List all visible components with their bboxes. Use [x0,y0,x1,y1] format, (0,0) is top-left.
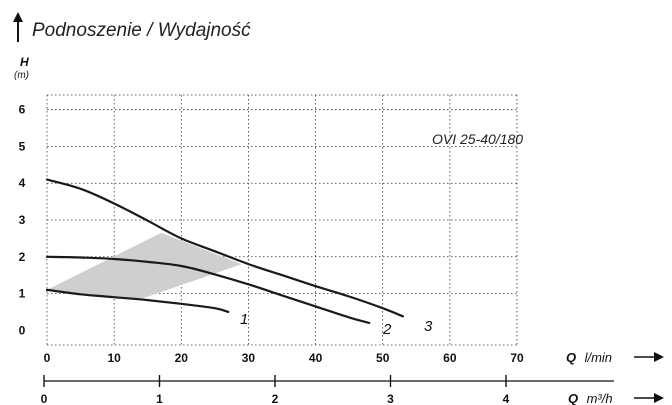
x-axis-primary-unit: l/min [585,350,612,365]
x-tick-label: 0 [44,351,51,365]
x2-tick-label: 1 [156,392,163,405]
chart-title: Podnoszenie / Wydajność [32,20,251,41]
x-tick-label: 40 [309,351,323,365]
y-tick-label: 2 [19,250,26,264]
x2-tick-label: 4 [503,392,510,405]
y-axis-unit: (m) [14,70,29,81]
curve-1 [45,288,230,313]
model-label: OVI 25-40/180 [432,131,523,147]
curves [45,178,404,324]
curve-2 [45,255,371,324]
grid [46,94,518,346]
right-arrow-icon [634,393,664,403]
y-tick-label: 5 [19,139,26,153]
y-tick-label: 1 [19,287,26,301]
x-tick-label: 50 [376,351,390,365]
curve-label-1: 1 [240,311,248,328]
x2-tick-label: 2 [272,392,279,405]
x-tick-label: 30 [242,351,256,365]
x2-tick-label: 3 [387,392,394,405]
y-tick-label: 4 [19,176,26,190]
y-tick-label: 6 [19,103,26,117]
y-ticks: 0 1 2 3 4 5 6 [19,103,26,338]
x-axis-secondary-unit: m³/h [587,391,613,405]
operating-range-shade [47,232,242,300]
x-axis-secondary-label-group: Q m³/h [568,390,613,405]
y-tick-label: 3 [19,213,26,227]
y-tick-label: 0 [19,323,26,337]
x-axis-primary-label-group: Q l/min [566,349,612,366]
x-tick-label: 10 [107,351,121,365]
operating-range-region [47,232,242,300]
up-arrow-icon [13,12,23,42]
x-axis-secondary: 0 1 2 3 4 [41,375,614,405]
x-axis-primary-label: Q [566,350,576,365]
right-arrow-icon [634,352,664,362]
x-tick-label: 20 [175,351,189,365]
curve-label-2: 2 [382,321,392,338]
x-tick-label: 60 [443,351,457,365]
y-axis-label: H [20,55,29,69]
curve-3 [45,178,404,318]
x2-tick-label: 0 [41,392,48,405]
x-axis-secondary-label: Q [568,391,578,405]
curve-label-3: 3 [424,318,433,335]
x-tick-label: 70 [510,351,524,365]
x-ticks-primary: 0 10 20 30 40 50 60 70 [44,351,524,365]
